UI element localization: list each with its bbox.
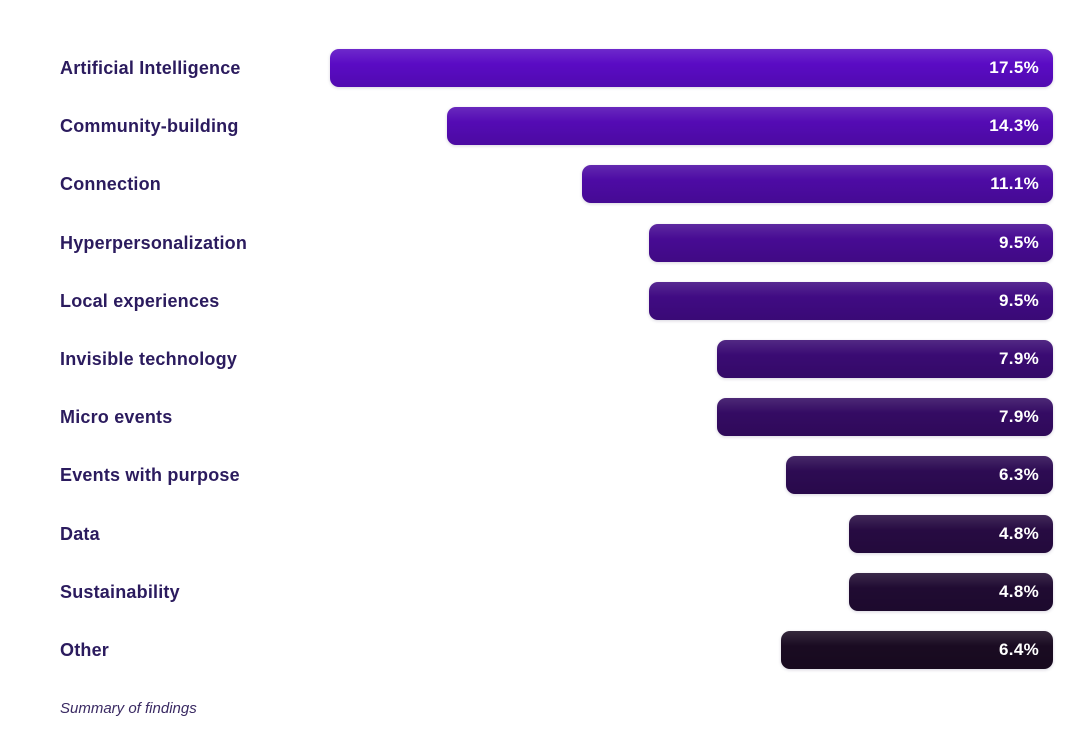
- category-label: Community-building: [60, 116, 239, 136]
- value-label: 4.8%: [999, 582, 1039, 601]
- bar: 4.8%: [849, 515, 1053, 553]
- chart-row: Community-building 14.3%: [0, 107, 1080, 145]
- value-label: 11.1%: [990, 174, 1039, 193]
- bar: 4.8%: [849, 573, 1053, 611]
- value-label: 9.5%: [999, 233, 1039, 252]
- value-label: 7.9%: [999, 349, 1039, 368]
- bar: 7.9%: [717, 398, 1053, 436]
- category-label: Sustainability: [60, 582, 180, 602]
- value-label: 4.8%: [999, 524, 1039, 543]
- value-label: 14.3%: [989, 116, 1039, 135]
- bar: 6.3%: [786, 456, 1053, 494]
- bar: 11.1%: [582, 165, 1053, 203]
- chart-row: Other 6.4%: [0, 631, 1080, 669]
- bar: 9.5%: [649, 282, 1053, 320]
- chart-row: Local experiences 9.5%: [0, 282, 1080, 320]
- bar: 14.3%: [447, 107, 1053, 145]
- value-label: 9.5%: [999, 291, 1039, 310]
- value-label: 6.3%: [999, 465, 1039, 484]
- category-label: Data: [60, 524, 100, 544]
- chart-caption: Summary of findings: [60, 700, 197, 717]
- value-label: 17.5%: [989, 58, 1039, 77]
- category-label: Micro events: [60, 407, 173, 427]
- value-label: 6.4%: [999, 640, 1039, 659]
- chart-row: Hyperpersonalization 9.5%: [0, 224, 1080, 262]
- chart-row: Micro events 7.9%: [0, 398, 1080, 436]
- bar: 7.9%: [717, 340, 1053, 378]
- bar: 6.4%: [781, 631, 1053, 669]
- value-label: 7.9%: [999, 407, 1039, 426]
- category-label: Hyperpersonalization: [60, 233, 248, 253]
- chart-row: Sustainability 4.8%: [0, 573, 1080, 611]
- category-label: Connection: [60, 174, 161, 194]
- category-label: Events with purpose: [60, 465, 240, 485]
- chart-row: Artificial Intelligence 17.5%: [0, 49, 1080, 87]
- chart-row: Connection 11.1%: [0, 165, 1080, 203]
- category-label: Artificial Intelligence: [60, 58, 241, 78]
- category-label: Local experiences: [60, 291, 220, 311]
- bar: 17.5%: [330, 49, 1053, 87]
- chart-row: Invisible technology 7.9%: [0, 340, 1080, 378]
- bar: 9.5%: [649, 224, 1053, 262]
- category-label: Other: [60, 640, 110, 660]
- chart-row: Data 4.8%: [0, 515, 1080, 553]
- chart-row: Events with purpose 6.3%: [0, 456, 1080, 494]
- category-label: Invisible technology: [60, 349, 238, 369]
